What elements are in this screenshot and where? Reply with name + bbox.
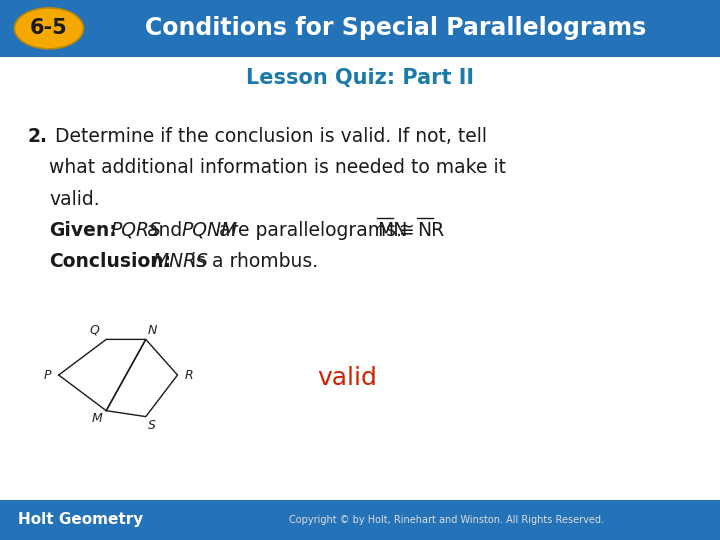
- Text: ≅: ≅: [393, 221, 420, 240]
- Text: is a rhombus.: is a rhombus.: [186, 252, 318, 271]
- Text: M: M: [92, 413, 102, 426]
- Text: and: and: [141, 221, 189, 240]
- Ellipse shape: [14, 8, 84, 49]
- Text: Given:: Given:: [49, 221, 117, 240]
- Text: 2.: 2.: [27, 127, 48, 146]
- Text: Determine if the conclusion is valid. If not, tell: Determine if the conclusion is valid. If…: [55, 127, 487, 146]
- Text: 6-5: 6-5: [30, 18, 68, 38]
- Text: Conclusion:: Conclusion:: [49, 252, 171, 271]
- Text: S: S: [148, 419, 156, 433]
- FancyBboxPatch shape: [0, 500, 720, 540]
- Text: Copyright © by Holt, Rinehart and Winston. All Rights Reserved.: Copyright © by Holt, Rinehart and Winsto…: [289, 515, 604, 525]
- Text: NR: NR: [418, 221, 444, 240]
- Text: valid: valid: [317, 366, 377, 390]
- Text: R: R: [184, 368, 193, 382]
- Text: Lesson Quiz: Part II: Lesson Quiz: Part II: [246, 68, 474, 89]
- FancyBboxPatch shape: [0, 0, 720, 57]
- Text: Conditions for Special Parallelograms: Conditions for Special Parallelograms: [145, 16, 647, 40]
- Text: are parallelograms.: are parallelograms.: [212, 221, 402, 240]
- Text: PQNM: PQNM: [182, 221, 238, 240]
- Text: P: P: [44, 368, 52, 382]
- Text: valid.: valid.: [49, 190, 99, 208]
- Text: Q: Q: [89, 323, 99, 337]
- Text: N: N: [148, 323, 158, 337]
- Text: MN: MN: [377, 221, 407, 240]
- Text: Holt Geometry: Holt Geometry: [18, 512, 143, 527]
- Text: MNRS: MNRS: [147, 252, 208, 271]
- Text: PQRS: PQRS: [111, 221, 161, 240]
- Text: what additional information is needed to make it: what additional information is needed to…: [49, 158, 506, 177]
